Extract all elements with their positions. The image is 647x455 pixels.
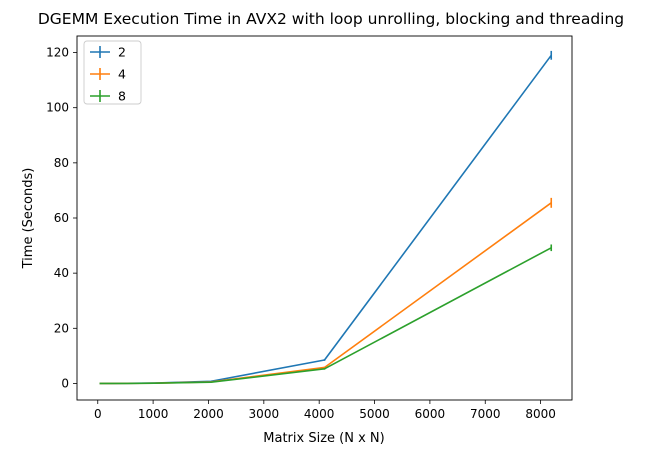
y-tick-label: 0 bbox=[61, 376, 69, 390]
legend-item: 8 bbox=[90, 89, 126, 104]
series-line bbox=[99, 202, 552, 385]
x-axis-label: Matrix Size (N x N) bbox=[263, 431, 384, 446]
y-axis-label: Time (Seconds) bbox=[21, 168, 36, 270]
x-tick-label: 2000 bbox=[193, 407, 224, 421]
y-tick-label: 20 bbox=[54, 321, 69, 335]
x-tick-label: 1000 bbox=[138, 407, 169, 421]
legend-item: 4 bbox=[90, 67, 126, 82]
x-tick-label: 0 bbox=[94, 407, 102, 421]
series-4 bbox=[99, 197, 553, 385]
x-tick-label: 4000 bbox=[304, 407, 335, 421]
y-tick-label: 120 bbox=[46, 46, 69, 60]
legend-item: 2 bbox=[90, 45, 126, 60]
series-layer bbox=[99, 50, 553, 385]
legend-label: 8 bbox=[118, 89, 126, 104]
x-tick-label: 8000 bbox=[525, 407, 556, 421]
y-tick-label: 40 bbox=[54, 266, 69, 280]
series-2 bbox=[99, 50, 553, 385]
legend: 2 4 8 bbox=[83, 40, 142, 105]
series-8 bbox=[99, 244, 553, 385]
y-tick-label: 100 bbox=[46, 101, 69, 115]
ticks-layer: 0 1000 2000 3000 4000 5000 6000 7000 8000 0 20 40 60… bbox=[46, 46, 556, 421]
series-line bbox=[99, 54, 552, 385]
x-tick-label: 5000 bbox=[359, 407, 390, 421]
axes-frame bbox=[76, 35, 573, 401]
series-line bbox=[99, 247, 552, 385]
legend-label: 4 bbox=[118, 67, 126, 82]
y-tick-label: 80 bbox=[54, 156, 69, 170]
legend-box bbox=[83, 40, 142, 105]
x-tick-label: 7000 bbox=[470, 407, 501, 421]
legend-label: 2 bbox=[118, 45, 126, 60]
x-tick-label: 6000 bbox=[415, 407, 446, 421]
y-tick-label: 60 bbox=[54, 211, 69, 225]
chart-title: DGEMM Execution Time in AVX2 with loop u… bbox=[38, 10, 624, 28]
x-tick-label: 3000 bbox=[249, 407, 280, 421]
